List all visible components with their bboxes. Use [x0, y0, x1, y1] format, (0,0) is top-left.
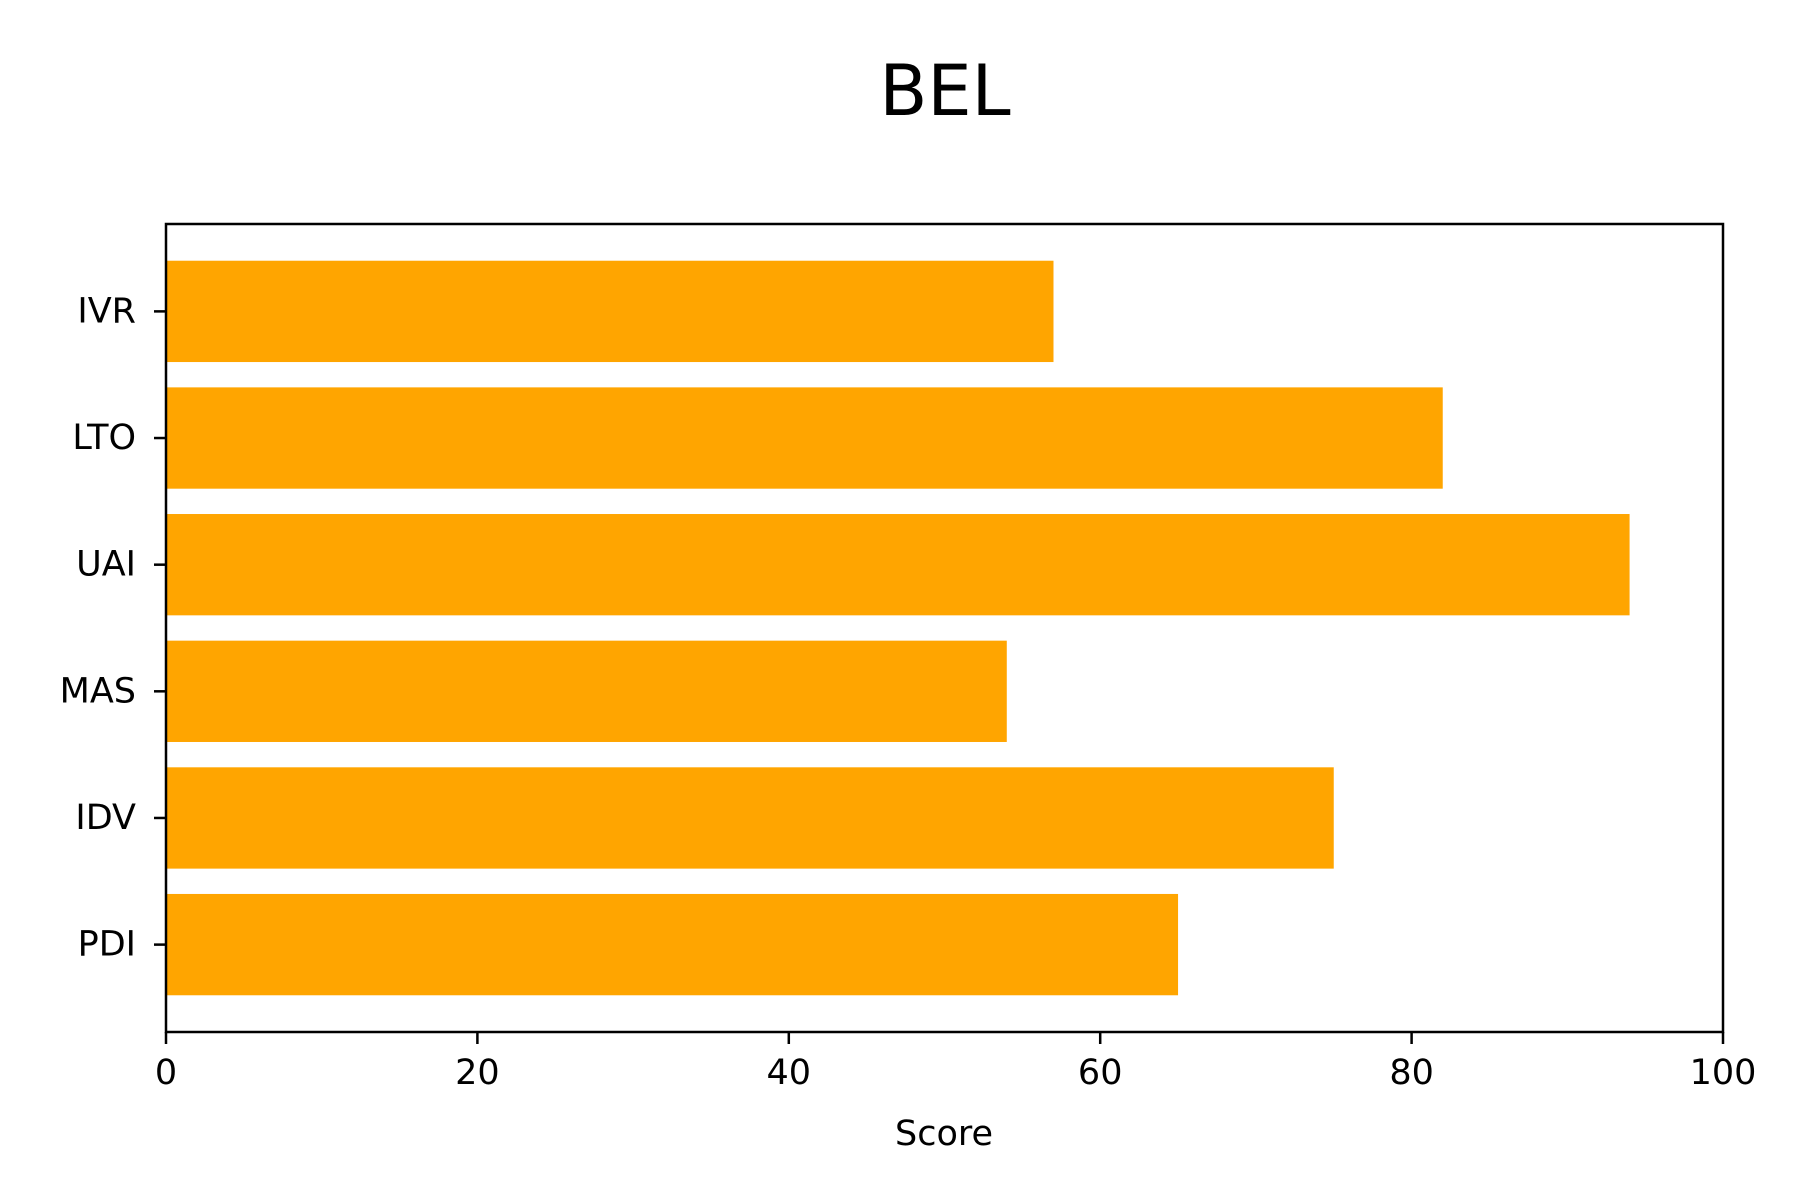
y-tick-label-idv: IDV	[75, 798, 136, 838]
bar-pdi	[166, 893, 1179, 996]
chart-title: BEL	[879, 50, 1010, 132]
x-tick-label-60: 60	[1078, 1053, 1123, 1093]
bar-uai	[166, 514, 1630, 616]
x-tick-label-0: 0	[155, 1053, 177, 1093]
x-tick-label-20: 20	[455, 1053, 500, 1093]
x-axis: 0 20 40 60 80 100	[155, 1032, 1757, 1093]
bar-ivr	[166, 260, 1054, 363]
y-axis: PDI IDV MAS UAI LTO IVR	[60, 291, 166, 965]
plot-frame	[164, 222, 1725, 1034]
bar-lto	[166, 387, 1443, 489]
x-axis-label: Score	[895, 1114, 993, 1154]
y-tick-label-ivr: IVR	[77, 291, 136, 331]
y-tick-label-lto: LTO	[72, 418, 136, 458]
bar-idv	[166, 767, 1334, 869]
y-tick-label-pdi: PDI	[78, 925, 136, 965]
bar-mas	[166, 640, 1007, 742]
x-tick-label-100: 100	[1690, 1053, 1757, 1093]
x-tick-label-40: 40	[767, 1053, 812, 1093]
x-tick-label-80: 80	[1389, 1053, 1434, 1093]
y-tick-label-uai: UAI	[76, 545, 136, 585]
y-tick-label-mas: MAS	[60, 671, 136, 711]
bars-layer	[166, 260, 1630, 996]
